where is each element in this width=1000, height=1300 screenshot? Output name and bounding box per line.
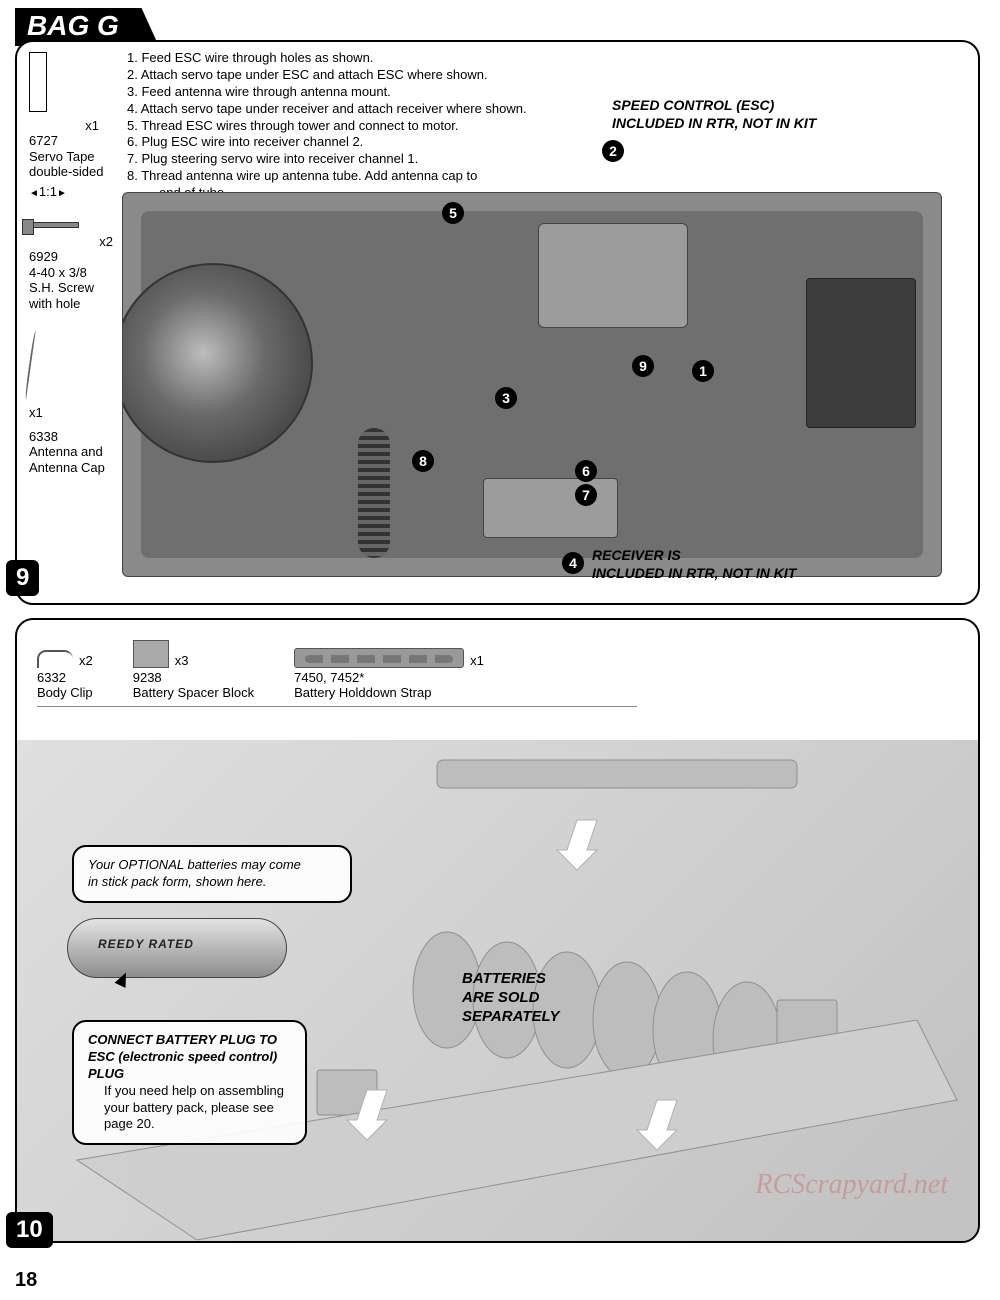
callout-8: 8 xyxy=(412,450,434,472)
antenna-icon xyxy=(24,330,38,400)
esc-module xyxy=(538,223,688,328)
battery-icon xyxy=(67,918,287,978)
part-desc: Battery Spacer Block xyxy=(133,685,254,700)
info-box-optional-batteries: Your OPTIONAL batteries may come in stic… xyxy=(72,845,352,903)
step-badge-10: 10 xyxy=(6,1212,53,1248)
info-title: CONNECT BATTERY PLUG TO ESC (electronic … xyxy=(88,1032,291,1083)
motor xyxy=(122,263,313,463)
part-servo-tape: x1 6727 Servo Tape double-sided 1:1 xyxy=(29,52,119,200)
panel-step-10: x2 6332 Body Clip x3 9238 Battery Spacer… xyxy=(15,618,980,1243)
watermark: RCScrapyard.net xyxy=(755,1169,948,1201)
info-text: Your OPTIONAL batteries may come in stic… xyxy=(88,857,336,891)
callout-4: 4 xyxy=(562,552,584,574)
part-number: 6332 xyxy=(37,670,66,685)
tape-icon xyxy=(29,52,47,112)
part-number: 6338 xyxy=(29,429,119,445)
instruction-4: 4. Attach servo tape under receiver and … xyxy=(127,101,557,118)
receiver-module xyxy=(483,478,618,538)
page-number: 18 xyxy=(15,1269,37,1292)
step-badge-9: 9 xyxy=(6,560,39,596)
part-number: 6929 xyxy=(29,249,119,265)
strap-icon xyxy=(294,648,464,668)
callout-1: 1 xyxy=(692,360,714,382)
part-number: 9238 xyxy=(133,670,162,685)
parts-row-bottom: x2 6332 Body Clip x3 9238 Battery Spacer… xyxy=(37,640,637,707)
note-esc: SPEED CONTROL (ESC) INCLUDED IN RTR, NOT… xyxy=(612,97,872,132)
part-desc: 4-40 x 3/8 S.H. Screw with hole xyxy=(29,265,119,312)
qty: x1 xyxy=(470,653,484,668)
callout-3: 3 xyxy=(495,387,517,409)
battery-pack-image xyxy=(67,910,287,986)
callout-9: 9 xyxy=(632,355,654,377)
qty: x3 xyxy=(175,653,189,668)
panel-step-9: x1 6727 Servo Tape double-sided 1:1 x2 6… xyxy=(15,40,980,605)
qty: x2 xyxy=(99,234,113,249)
scale-indicator: 1:1 xyxy=(29,184,119,200)
qty: x1 xyxy=(29,405,43,420)
instruction-7: 7. Plug steering servo wire into receive… xyxy=(127,151,557,168)
part-body-clip: x2 6332 Body Clip xyxy=(37,650,93,700)
info-box-connect-battery: CONNECT BATTERY PLUG TO ESC (electronic … xyxy=(72,1020,307,1145)
instruction-3: 3. Feed antenna wire through antenna mou… xyxy=(127,84,557,101)
chassis-photo xyxy=(122,192,942,577)
block-icon xyxy=(133,640,169,668)
part-antenna: x1 6338 Antenna and Antenna Cap xyxy=(29,330,119,476)
part-holddown-strap: x1 7450, 7452* Battery Holddown Strap xyxy=(294,648,484,700)
servo xyxy=(806,278,916,428)
part-desc: Body Clip xyxy=(37,685,93,700)
screw-icon xyxy=(29,222,79,228)
qty: x1 xyxy=(85,118,99,133)
part-spacer-block: x3 9238 Battery Spacer Block xyxy=(133,640,254,700)
clip-icon xyxy=(37,650,73,668)
part-desc: Servo Tape double-sided xyxy=(29,149,119,180)
part-number: 6727 xyxy=(29,133,119,149)
instruction-6: 6. Plug ESC wire into receiver channel 2… xyxy=(127,134,557,151)
note-receiver: RECEIVER IS INCLUDED IN RTR, NOT IN KIT xyxy=(592,547,852,582)
batteries-sold-separately: BATTERIES ARE SOLD SEPARATELY xyxy=(462,970,560,1026)
instruction-8a: 8. Thread antenna wire up antenna tube. … xyxy=(127,168,557,185)
instruction-1: 1. Feed ESC wire through holes as shown. xyxy=(127,50,557,67)
part-desc: Antenna and Antenna Cap xyxy=(29,444,119,475)
part-number: 7450, 7452* xyxy=(294,670,364,685)
instruction-2: 2. Attach servo tape under ESC and attac… xyxy=(127,67,557,84)
part-screw: x2 6929 4-40 x 3/8 S.H. Screw with hole xyxy=(29,218,119,312)
instruction-5: 5. Thread ESC wires through tower and co… xyxy=(127,118,557,135)
callout-2: 2 xyxy=(602,140,624,162)
shock-absorber xyxy=(358,428,390,558)
part-desc: Battery Holddown Strap xyxy=(294,685,431,700)
info-body: If you need help on assembling your batt… xyxy=(88,1083,291,1134)
parts-column-top: x1 6727 Servo Tape double-sided 1:1 x2 6… xyxy=(29,52,119,494)
callout-5: 5 xyxy=(442,202,464,224)
qty: x2 xyxy=(79,653,93,668)
callout-6: 6 xyxy=(575,460,597,482)
callout-7: 7 xyxy=(575,484,597,506)
